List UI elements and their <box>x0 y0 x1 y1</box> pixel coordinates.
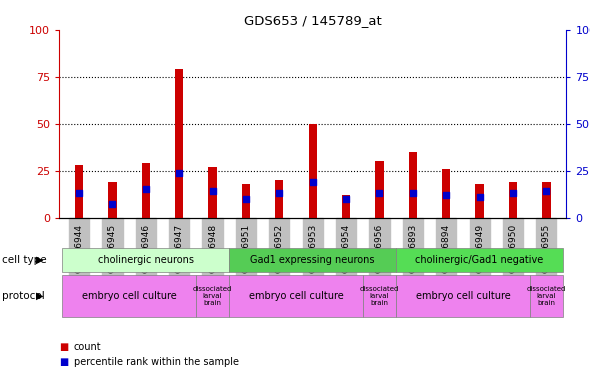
Text: protocol: protocol <box>2 291 44 301</box>
Point <box>542 188 551 194</box>
Text: ▶: ▶ <box>37 255 44 265</box>
Point <box>141 186 150 192</box>
Bar <box>108 182 117 218</box>
Bar <box>442 169 450 217</box>
Bar <box>542 182 550 218</box>
Point <box>274 190 284 196</box>
Text: ■: ■ <box>59 357 68 367</box>
Text: cholinergic/Gad1 negative: cholinergic/Gad1 negative <box>415 255 544 265</box>
Text: dissociated
larval
brain: dissociated larval brain <box>360 286 399 306</box>
Bar <box>476 184 484 218</box>
Text: percentile rank within the sample: percentile rank within the sample <box>74 357 239 367</box>
Point <box>208 188 217 194</box>
Point <box>74 190 84 196</box>
Point <box>308 179 317 185</box>
Point <box>108 201 117 207</box>
Text: cell type: cell type <box>2 255 47 265</box>
Point <box>175 170 184 176</box>
Bar <box>75 165 83 218</box>
Bar <box>208 167 217 218</box>
Text: embryo cell culture: embryo cell culture <box>82 291 176 301</box>
Point <box>475 194 484 200</box>
Bar <box>142 163 150 218</box>
Point <box>375 190 384 196</box>
Text: cholinergic neurons: cholinergic neurons <box>98 255 194 265</box>
Point <box>342 196 351 202</box>
Bar <box>409 152 417 217</box>
Bar <box>242 184 250 218</box>
Text: embryo cell culture: embryo cell culture <box>248 291 343 301</box>
Text: ▶: ▶ <box>37 291 44 301</box>
Text: count: count <box>74 342 101 352</box>
Bar <box>509 182 517 218</box>
Point <box>408 190 418 196</box>
Text: Gad1 expressing neurons: Gad1 expressing neurons <box>250 255 375 265</box>
Title: GDS653 / 145789_at: GDS653 / 145789_at <box>244 15 382 27</box>
Text: ■: ■ <box>59 342 68 352</box>
Bar <box>375 161 384 218</box>
Bar <box>342 195 350 217</box>
Text: dissociated
larval
brain: dissociated larval brain <box>527 286 566 306</box>
Bar <box>309 124 317 218</box>
Text: dissociated
larval
brain: dissociated larval brain <box>193 286 232 306</box>
Point <box>241 196 251 202</box>
Bar <box>275 180 283 218</box>
Text: embryo cell culture: embryo cell culture <box>415 291 510 301</box>
Point <box>441 192 451 198</box>
Point <box>508 190 517 196</box>
Bar <box>175 69 183 218</box>
